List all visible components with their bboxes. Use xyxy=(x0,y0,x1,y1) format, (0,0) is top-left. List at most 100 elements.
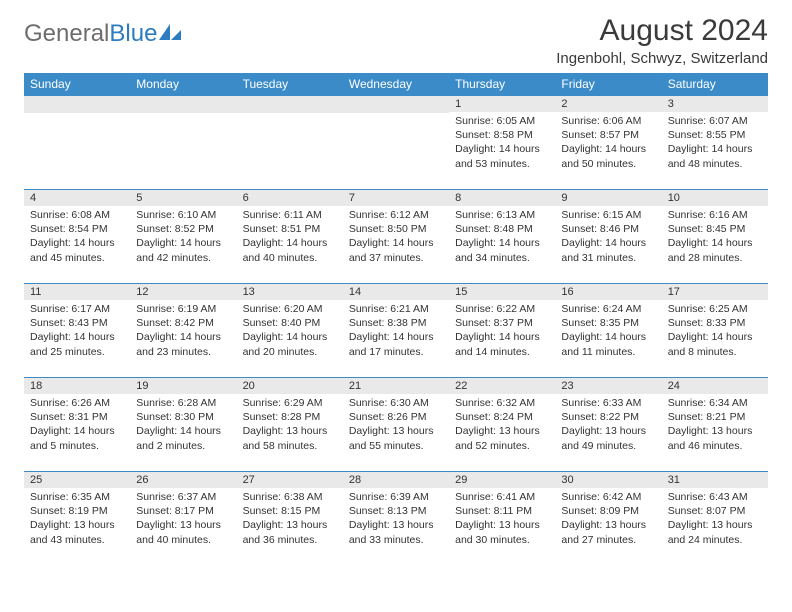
day-details: Sunrise: 6:32 AMSunset: 8:24 PMDaylight:… xyxy=(449,394,555,457)
day-number: 22 xyxy=(449,378,555,394)
calendar-day-cell: 17Sunrise: 6:25 AMSunset: 8:33 PMDayligh… xyxy=(662,284,768,378)
day-number: 12 xyxy=(130,284,236,300)
calendar-page: GeneralBlue August 2024 Ingenbohl, Schwy… xyxy=(0,0,792,580)
day-number: 5 xyxy=(130,190,236,206)
calendar-day-cell: 5Sunrise: 6:10 AMSunset: 8:52 PMDaylight… xyxy=(130,190,236,284)
calendar-day-cell: 4Sunrise: 6:08 AMSunset: 8:54 PMDaylight… xyxy=(24,190,130,284)
calendar-day-cell: 24Sunrise: 6:34 AMSunset: 8:21 PMDayligh… xyxy=(662,378,768,472)
day-details: Sunrise: 6:24 AMSunset: 8:35 PMDaylight:… xyxy=(555,300,661,363)
calendar-day-cell xyxy=(343,96,449,190)
day-details: Sunrise: 6:20 AMSunset: 8:40 PMDaylight:… xyxy=(237,300,343,363)
calendar-day-cell: 9Sunrise: 6:15 AMSunset: 8:46 PMDaylight… xyxy=(555,190,661,284)
calendar-day-cell: 25Sunrise: 6:35 AMSunset: 8:19 PMDayligh… xyxy=(24,472,130,566)
sail-icon xyxy=(159,24,181,40)
day-details: Sunrise: 6:25 AMSunset: 8:33 PMDaylight:… xyxy=(662,300,768,363)
day-details: Sunrise: 6:17 AMSunset: 8:43 PMDaylight:… xyxy=(24,300,130,363)
brand-text-1: General xyxy=(24,20,109,48)
month-title: August 2024 xyxy=(556,14,768,48)
calendar-week-row: 18Sunrise: 6:26 AMSunset: 8:31 PMDayligh… xyxy=(24,378,768,472)
day-number: 8 xyxy=(449,190,555,206)
day-number: 19 xyxy=(130,378,236,394)
calendar-day-cell: 27Sunrise: 6:38 AMSunset: 8:15 PMDayligh… xyxy=(237,472,343,566)
calendar-day-cell: 7Sunrise: 6:12 AMSunset: 8:50 PMDaylight… xyxy=(343,190,449,284)
calendar-day-cell: 8Sunrise: 6:13 AMSunset: 8:48 PMDaylight… xyxy=(449,190,555,284)
day-details: Sunrise: 6:34 AMSunset: 8:21 PMDaylight:… xyxy=(662,394,768,457)
calendar-day-cell: 1Sunrise: 6:05 AMSunset: 8:58 PMDaylight… xyxy=(449,96,555,190)
calendar-day-cell: 31Sunrise: 6:43 AMSunset: 8:07 PMDayligh… xyxy=(662,472,768,566)
day-number: 18 xyxy=(24,378,130,394)
day-details: Sunrise: 6:37 AMSunset: 8:17 PMDaylight:… xyxy=(130,488,236,551)
day-details: Sunrise: 6:22 AMSunset: 8:37 PMDaylight:… xyxy=(449,300,555,363)
day-number: 7 xyxy=(343,190,449,206)
weekday-header: Wednesday xyxy=(343,73,449,96)
day-number: 20 xyxy=(237,378,343,394)
calendar-day-cell xyxy=(237,96,343,190)
day-number: 16 xyxy=(555,284,661,300)
calendar-table: SundayMondayTuesdayWednesdayThursdayFrid… xyxy=(24,73,768,566)
calendar-day-cell: 20Sunrise: 6:29 AMSunset: 8:28 PMDayligh… xyxy=(237,378,343,472)
day-details: Sunrise: 6:38 AMSunset: 8:15 PMDaylight:… xyxy=(237,488,343,551)
day-number: 13 xyxy=(237,284,343,300)
day-details: Sunrise: 6:33 AMSunset: 8:22 PMDaylight:… xyxy=(555,394,661,457)
day-number: 23 xyxy=(555,378,661,394)
calendar-body: 1Sunrise: 6:05 AMSunset: 8:58 PMDaylight… xyxy=(24,96,768,566)
calendar-day-cell: 21Sunrise: 6:30 AMSunset: 8:26 PMDayligh… xyxy=(343,378,449,472)
day-number-empty xyxy=(130,96,236,113)
calendar-day-cell: 15Sunrise: 6:22 AMSunset: 8:37 PMDayligh… xyxy=(449,284,555,378)
day-details: Sunrise: 6:11 AMSunset: 8:51 PMDaylight:… xyxy=(237,206,343,269)
page-header: GeneralBlue August 2024 Ingenbohl, Schwy… xyxy=(24,14,768,67)
day-number: 27 xyxy=(237,472,343,488)
day-details: Sunrise: 6:41 AMSunset: 8:11 PMDaylight:… xyxy=(449,488,555,551)
day-details: Sunrise: 6:39 AMSunset: 8:13 PMDaylight:… xyxy=(343,488,449,551)
weekday-header: Thursday xyxy=(449,73,555,96)
calendar-day-cell xyxy=(24,96,130,190)
calendar-day-cell: 29Sunrise: 6:41 AMSunset: 8:11 PMDayligh… xyxy=(449,472,555,566)
day-details: Sunrise: 6:19 AMSunset: 8:42 PMDaylight:… xyxy=(130,300,236,363)
day-number: 17 xyxy=(662,284,768,300)
day-number: 14 xyxy=(343,284,449,300)
day-details: Sunrise: 6:12 AMSunset: 8:50 PMDaylight:… xyxy=(343,206,449,269)
day-number: 4 xyxy=(24,190,130,206)
day-number: 24 xyxy=(662,378,768,394)
day-number: 9 xyxy=(555,190,661,206)
weekday-header: Tuesday xyxy=(237,73,343,96)
day-number: 2 xyxy=(555,96,661,112)
weekday-header: Monday xyxy=(130,73,236,96)
day-number: 15 xyxy=(449,284,555,300)
calendar-week-row: 1Sunrise: 6:05 AMSunset: 8:58 PMDaylight… xyxy=(24,96,768,190)
day-details: Sunrise: 6:28 AMSunset: 8:30 PMDaylight:… xyxy=(130,394,236,457)
day-number: 30 xyxy=(555,472,661,488)
day-number: 6 xyxy=(237,190,343,206)
day-number: 28 xyxy=(343,472,449,488)
day-details: Sunrise: 6:35 AMSunset: 8:19 PMDaylight:… xyxy=(24,488,130,551)
day-number: 25 xyxy=(24,472,130,488)
weekday-header: Sunday xyxy=(24,73,130,96)
calendar-day-cell: 23Sunrise: 6:33 AMSunset: 8:22 PMDayligh… xyxy=(555,378,661,472)
calendar-week-row: 4Sunrise: 6:08 AMSunset: 8:54 PMDaylight… xyxy=(24,190,768,284)
calendar-day-cell: 30Sunrise: 6:42 AMSunset: 8:09 PMDayligh… xyxy=(555,472,661,566)
day-details: Sunrise: 6:42 AMSunset: 8:09 PMDaylight:… xyxy=(555,488,661,551)
day-number-empty xyxy=(24,96,130,113)
day-details: Sunrise: 6:30 AMSunset: 8:26 PMDaylight:… xyxy=(343,394,449,457)
calendar-day-cell: 10Sunrise: 6:16 AMSunset: 8:45 PMDayligh… xyxy=(662,190,768,284)
day-details: Sunrise: 6:26 AMSunset: 8:31 PMDaylight:… xyxy=(24,394,130,457)
calendar-week-row: 11Sunrise: 6:17 AMSunset: 8:43 PMDayligh… xyxy=(24,284,768,378)
day-number: 26 xyxy=(130,472,236,488)
day-details: Sunrise: 6:07 AMSunset: 8:55 PMDaylight:… xyxy=(662,112,768,175)
day-details: Sunrise: 6:29 AMSunset: 8:28 PMDaylight:… xyxy=(237,394,343,457)
day-number: 31 xyxy=(662,472,768,488)
day-details: Sunrise: 6:21 AMSunset: 8:38 PMDaylight:… xyxy=(343,300,449,363)
calendar-day-cell: 11Sunrise: 6:17 AMSunset: 8:43 PMDayligh… xyxy=(24,284,130,378)
title-block: August 2024 Ingenbohl, Schwyz, Switzerla… xyxy=(556,14,768,67)
calendar-day-cell: 2Sunrise: 6:06 AMSunset: 8:57 PMDaylight… xyxy=(555,96,661,190)
day-number: 11 xyxy=(24,284,130,300)
day-number-empty xyxy=(237,96,343,113)
calendar-day-cell: 13Sunrise: 6:20 AMSunset: 8:40 PMDayligh… xyxy=(237,284,343,378)
calendar-day-cell: 18Sunrise: 6:26 AMSunset: 8:31 PMDayligh… xyxy=(24,378,130,472)
weekday-header: Saturday xyxy=(662,73,768,96)
calendar-day-cell: 28Sunrise: 6:39 AMSunset: 8:13 PMDayligh… xyxy=(343,472,449,566)
calendar-week-row: 25Sunrise: 6:35 AMSunset: 8:19 PMDayligh… xyxy=(24,472,768,566)
day-details: Sunrise: 6:13 AMSunset: 8:48 PMDaylight:… xyxy=(449,206,555,269)
day-number-empty xyxy=(343,96,449,113)
calendar-day-cell: 6Sunrise: 6:11 AMSunset: 8:51 PMDaylight… xyxy=(237,190,343,284)
